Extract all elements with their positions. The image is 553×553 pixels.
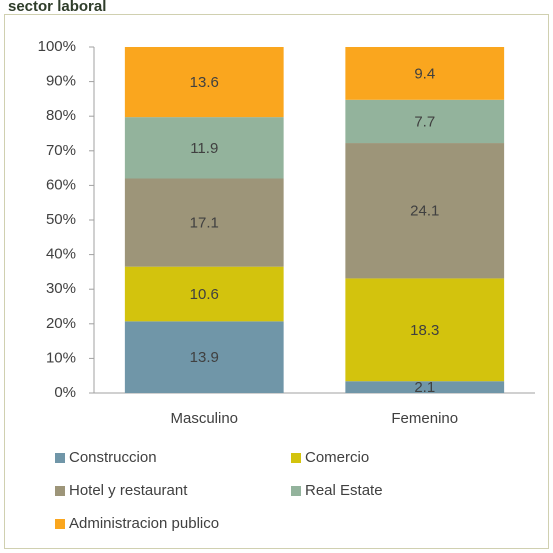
bar-segment <box>124 117 284 179</box>
legend-swatch <box>55 486 65 496</box>
y-tick-label: 100% <box>38 38 76 55</box>
bar-segment <box>124 178 284 267</box>
data-label: 10.6 <box>190 286 219 303</box>
data-label: 18.3 <box>410 322 439 339</box>
y-tick-label: 70% <box>46 142 76 159</box>
bar-segment <box>124 47 284 118</box>
bar-segment <box>124 266 284 322</box>
legend-swatch <box>55 453 65 463</box>
bar-segment <box>345 278 505 382</box>
bar-segment <box>345 381 505 393</box>
y-tick-label: 40% <box>46 246 76 263</box>
y-tick-label: 0% <box>54 384 76 401</box>
data-label: 13.9 <box>190 349 219 366</box>
data-label: 7.7 <box>414 113 435 130</box>
legend-label: Comercio <box>305 449 369 466</box>
bar-segment <box>345 143 505 279</box>
y-tick-label: 60% <box>46 176 76 193</box>
legend-label: Administracion publico <box>69 515 219 532</box>
legend-label: Construccion <box>69 449 157 466</box>
y-tick-label: 30% <box>46 280 76 297</box>
x-tick-label: Femenino <box>391 410 458 427</box>
chart-title: sector laboral <box>8 0 106 15</box>
y-tick-label: 10% <box>46 349 76 366</box>
y-tick-label: 50% <box>46 211 76 228</box>
data-label: 17.1 <box>190 215 219 232</box>
bar-segment <box>345 99 505 144</box>
legend-swatch <box>291 453 301 463</box>
data-label: 24.1 <box>410 203 439 220</box>
data-label: 2.1 <box>414 379 435 396</box>
y-tick-label: 90% <box>46 73 76 90</box>
bar-segment <box>124 321 284 393</box>
bar-segment <box>345 47 505 100</box>
legend-label: Hotel y restaurant <box>69 482 188 499</box>
legend-swatch <box>291 486 301 496</box>
y-tick-label: 20% <box>46 315 76 332</box>
data-label: 11.9 <box>190 140 218 157</box>
legend-swatch <box>55 519 65 529</box>
y-tick-label: 80% <box>46 107 76 124</box>
legend-label: Real Estate <box>305 482 383 499</box>
data-label: 13.6 <box>190 74 219 91</box>
x-tick-label: Masculino <box>170 410 238 427</box>
data-label: 9.4 <box>414 65 435 82</box>
